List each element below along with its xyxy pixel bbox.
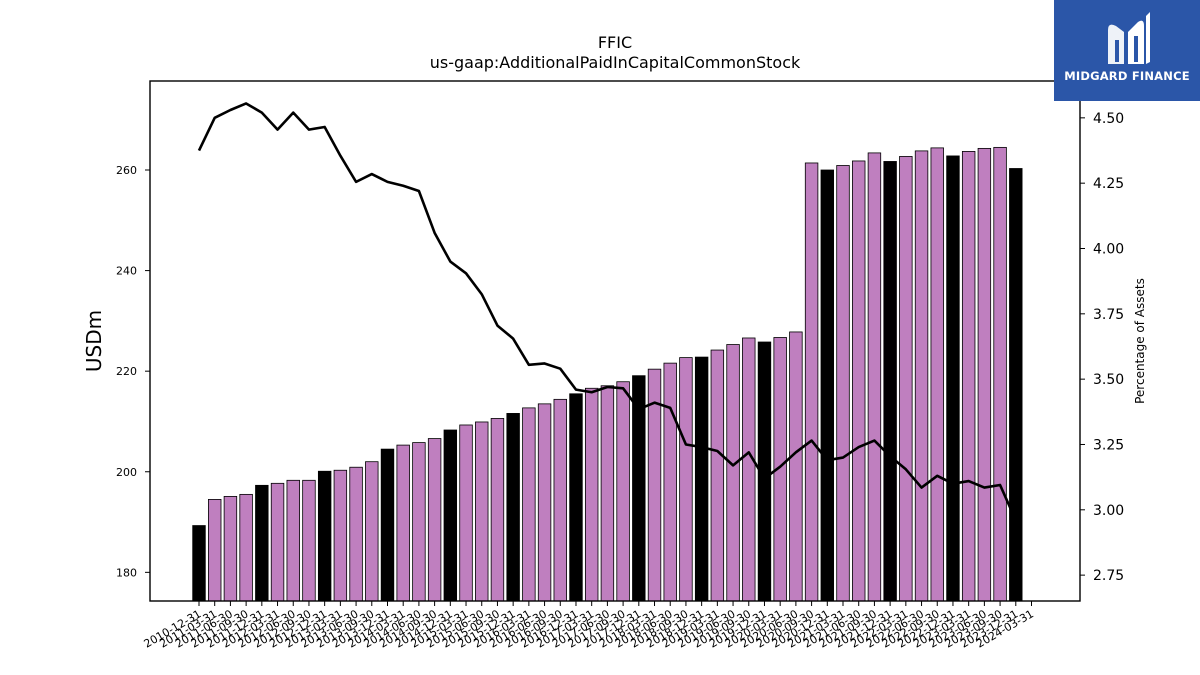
bar	[317, 470, 332, 602]
bar	[694, 356, 709, 602]
bar	[522, 407, 536, 602]
bar	[679, 357, 693, 602]
bar	[192, 525, 206, 602]
bar	[600, 385, 615, 602]
midgard-logo-icon	[1108, 12, 1150, 65]
bar	[867, 152, 882, 602]
y2-tick-label: 2.75	[1093, 568, 1124, 584]
bar	[380, 448, 395, 602]
bar	[852, 160, 866, 602]
bar	[946, 155, 960, 602]
y-tick-label: 260	[116, 164, 137, 177]
plot-frame	[149, 80, 1081, 602]
line-group	[197, 102, 1017, 521]
right-axis: 2.75 3.00 3.25 3.50 3.75 4.00 4.25 4.50	[1080, 111, 1124, 584]
y-tick-label: 240	[116, 265, 137, 278]
bar	[208, 499, 222, 602]
bar	[412, 442, 426, 602]
bar	[396, 444, 410, 602]
bar	[977, 147, 992, 602]
bar	[710, 349, 725, 602]
percentage-line	[197, 102, 1017, 521]
bar	[616, 381, 630, 602]
bar	[223, 495, 238, 602]
bar	[506, 413, 520, 602]
y2-tick-label: 3.50	[1093, 372, 1124, 388]
bar	[726, 344, 740, 602]
bar	[475, 421, 489, 602]
bar	[239, 493, 253, 602]
bar	[537, 403, 552, 602]
y-tick-label: 180	[116, 566, 137, 579]
y-tick-label: 220	[116, 365, 137, 378]
y2-tick-label: 4.00	[1093, 241, 1124, 257]
bar	[914, 150, 929, 602]
bar	[255, 484, 269, 602]
bar	[365, 461, 379, 602]
logo-text: MIDGARD FINANCE	[1064, 69, 1190, 83]
bar	[569, 393, 583, 602]
y2-tick-label: 4.50	[1093, 111, 1124, 127]
y2-axis-label: Percentage of Assets	[1133, 278, 1147, 404]
y2-tick-label: 4.25	[1093, 176, 1124, 192]
bar	[490, 418, 505, 602]
bar	[459, 424, 473, 602]
y-axis-label: USDm	[82, 310, 106, 372]
y2-tick-label: 3.00	[1093, 503, 1124, 519]
bar	[302, 479, 316, 602]
bar	[804, 162, 819, 602]
bar	[899, 156, 913, 602]
bar	[333, 469, 348, 602]
x-axis: 2010-12-312011-03-312011-06-302011-09-30…	[142, 601, 1036, 651]
bar	[663, 362, 677, 602]
y2-tick-label: 3.25	[1093, 437, 1124, 453]
bar	[286, 479, 300, 602]
bar	[789, 331, 803, 602]
bar	[993, 146, 1007, 602]
y-tick-label: 200	[116, 466, 137, 479]
chart-title: FFIC	[598, 33, 632, 52]
bar	[1009, 168, 1023, 602]
left-axis: 180 200 220 240 260	[116, 164, 150, 579]
bar	[883, 161, 897, 602]
bar	[427, 438, 442, 602]
bar	[961, 151, 976, 602]
bar	[443, 429, 458, 602]
bar	[836, 165, 850, 602]
chart-subtitle: us-gaap:AdditionalPaidInCapitalCommonSto…	[430, 53, 801, 72]
bar	[349, 466, 363, 602]
y2-tick-label: 3.75	[1093, 307, 1124, 323]
bar	[584, 387, 599, 602]
bar	[930, 147, 944, 602]
bar	[270, 482, 285, 602]
brand-logo: MIDGARD FINANCE	[1054, 0, 1200, 101]
bar	[553, 398, 567, 602]
bar-group	[192, 146, 1023, 602]
bar	[742, 337, 756, 602]
bar	[820, 169, 835, 602]
